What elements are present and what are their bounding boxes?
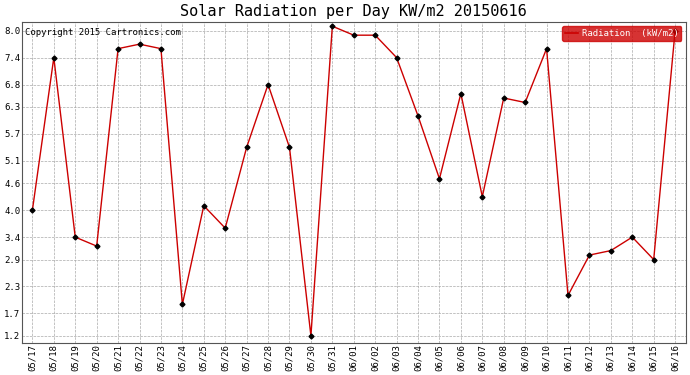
- Legend: Radiation  (kW/m2): Radiation (kW/m2): [562, 26, 681, 40]
- Text: Copyright 2015 Cartronics.com: Copyright 2015 Cartronics.com: [25, 28, 181, 37]
- Title: Solar Radiation per Day KW/m2 20150616: Solar Radiation per Day KW/m2 20150616: [180, 4, 527, 19]
